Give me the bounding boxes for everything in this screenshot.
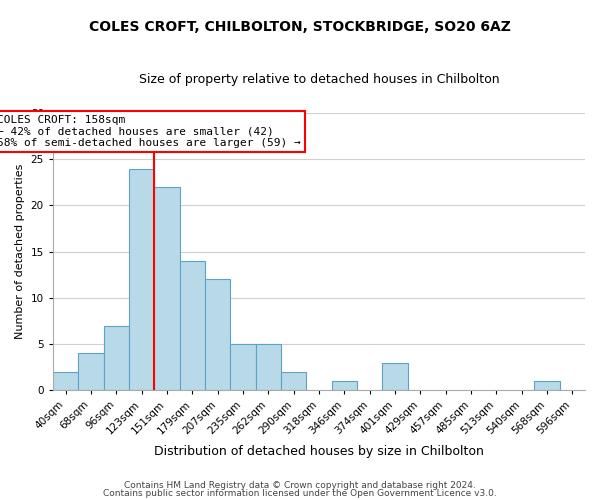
Text: Contains HM Land Registry data © Crown copyright and database right 2024.: Contains HM Land Registry data © Crown c… [124, 481, 476, 490]
Bar [53, 372, 78, 390]
Bar [179, 261, 205, 390]
Text: Contains public sector information licensed under the Open Government Licence v3: Contains public sector information licen… [103, 488, 497, 498]
Bar [230, 344, 256, 391]
Bar [281, 372, 306, 390]
Bar [78, 354, 104, 391]
Bar [205, 280, 230, 390]
Text: COLES CROFT, CHILBOLTON, STOCKBRIDGE, SO20 6AZ: COLES CROFT, CHILBOLTON, STOCKBRIDGE, SO… [89, 20, 511, 34]
X-axis label: Distribution of detached houses by size in Chilbolton: Distribution of detached houses by size … [154, 444, 484, 458]
Bar [256, 344, 281, 391]
Bar [104, 326, 129, 390]
Y-axis label: Number of detached properties: Number of detached properties [15, 164, 25, 340]
Bar [535, 381, 560, 390]
Text: COLES CROFT: 158sqm
← 42% of detached houses are smaller (42)
58% of semi-detach: COLES CROFT: 158sqm ← 42% of detached ho… [0, 115, 301, 148]
Title: Size of property relative to detached houses in Chilbolton: Size of property relative to detached ho… [139, 72, 499, 86]
Bar [154, 187, 179, 390]
Bar [129, 168, 154, 390]
Bar [382, 362, 407, 390]
Bar [332, 381, 357, 390]
